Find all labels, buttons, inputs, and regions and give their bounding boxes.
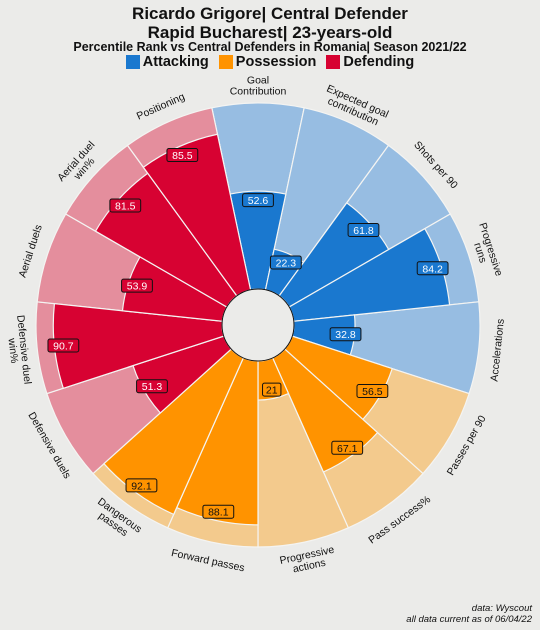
value-label-box — [242, 193, 274, 208]
footer-note: all data current as of 06/04/22 — [406, 614, 532, 625]
value-labels: 52.6 22.3 61.8 84.2 32.8 56.5 67.1 21 88.1 92.1 51… — [47, 148, 449, 519]
value-label-progressive-runs: 84.2 — [416, 261, 449, 276]
legend-item-attacking: Attacking — [125, 54, 209, 70]
category-label-defensive-duel-win: Defensive duelwin% — [3, 314, 33, 385]
value-label-box — [262, 382, 282, 397]
value-label-text: 81.5 — [115, 201, 136, 213]
category-label-forward-passes: Forward passes — [170, 547, 246, 574]
value-label-box — [347, 223, 380, 238]
value-label-positioning: 85.5 — [166, 148, 199, 163]
value-label-box — [136, 379, 168, 394]
value-label-aerial-duel-win: 81.5 — [109, 198, 142, 213]
value-label-box — [356, 384, 389, 399]
value-label-box — [125, 478, 158, 493]
legend-label-defending: Defending — [343, 54, 415, 70]
value-label-text: 84.2 — [422, 263, 443, 275]
center-circle — [221, 288, 295, 362]
value-label-progressive-actions: 21 — [262, 382, 282, 397]
chart-subtitle: Rapid Bucharest| 23-years-old — [147, 23, 393, 42]
value-label-defensive-duels: 51.3 — [136, 379, 168, 394]
value-label-forward-passes: 88.1 — [202, 504, 235, 519]
value-label-passes-per-90: 56.5 — [356, 384, 389, 399]
legend-item-possession: Possession — [218, 54, 317, 70]
value-label-box — [121, 278, 153, 293]
value-label-text: 22.3 — [276, 257, 297, 269]
chart-caption: Percentile Rank vs Central Defenders in … — [73, 40, 467, 54]
legend-swatch-possession — [218, 55, 233, 69]
value-label-text: 53.9 — [127, 281, 148, 293]
value-label-text: 56.5 — [362, 386, 383, 398]
value-label-box — [416, 261, 449, 276]
value-label-text: 88.1 — [208, 507, 229, 519]
category-label-progressive-actions: Progressiveactions — [279, 544, 338, 578]
value-label-text: 90.7 — [53, 340, 74, 352]
value-label-text: 61.8 — [353, 225, 374, 237]
value-label-expected-goal-contribution: 22.3 — [269, 255, 302, 270]
value-label-box — [331, 440, 364, 455]
value-label-text: 51.3 — [142, 381, 163, 393]
legend-label-possession: Possession — [235, 54, 317, 70]
value-label-pass-success: 67.1 — [331, 440, 364, 455]
chart-title: Ricardo Grigore| Central Defender — [132, 4, 408, 23]
legend-swatch-attacking — [125, 55, 140, 69]
legend-label-attacking: Attacking — [142, 54, 209, 70]
value-label-box — [109, 198, 142, 213]
legend: Attacking Possession Defending — [0, 54, 540, 70]
value-label-aerial-duels: 53.9 — [121, 278, 153, 293]
value-label-box — [329, 327, 362, 342]
category-label-goal-contribution: Goal Contribution — [230, 75, 287, 98]
value-label-text: 52.6 — [248, 195, 269, 207]
value-label-accelerations: 32.8 — [329, 327, 362, 342]
value-label-text: 21 — [266, 385, 278, 397]
value-label-defensive-duel-win: 90.7 — [47, 338, 80, 353]
value-label-text: 85.5 — [172, 150, 193, 162]
value-label-box — [202, 504, 235, 519]
value-label-dangerous-passes: 92.1 — [125, 478, 158, 493]
category-label-accelerations: Accelerations — [488, 318, 507, 382]
value-label-text: 32.8 — [335, 329, 356, 341]
value-label-text: 67.1 — [337, 443, 358, 455]
legend-item-defending: Defending — [326, 54, 414, 70]
value-label-box — [166, 148, 199, 163]
category-label-aerial-duels: Aerial duels — [17, 223, 45, 279]
value-label-text: 92.1 — [131, 480, 152, 492]
value-label-box — [47, 338, 80, 353]
footer-source: data: Wyscout — [471, 603, 532, 614]
value-label-box — [269, 255, 302, 270]
value-label-shots-per-90: 61.8 — [347, 223, 380, 238]
value-label-goal-contribution: 52.6 — [242, 193, 274, 208]
legend-swatch-defending — [326, 55, 341, 69]
